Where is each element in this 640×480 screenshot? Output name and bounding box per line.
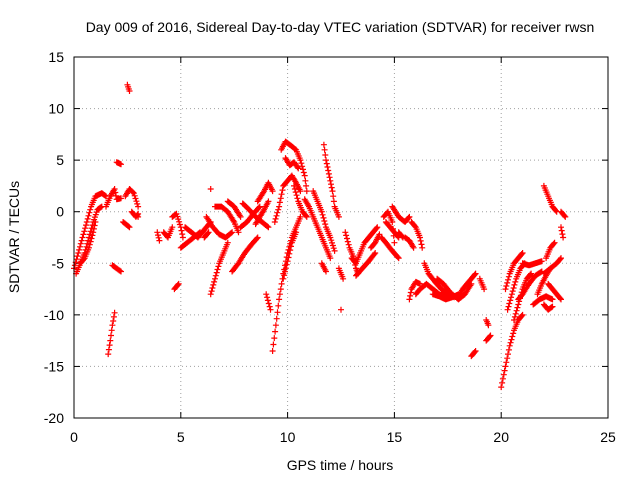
- y-axis-label: SDTVAR / TECUs: [6, 181, 22, 293]
- axis-ticks: [73, 56, 609, 419]
- sdtvar-markers: [71, 81, 569, 391]
- y-tick-label: 0: [56, 204, 64, 220]
- grid-lines: [74, 57, 608, 418]
- tick-labels: 0 5 10 15 20 25 -20 -15 -10 -5 0 5 10 15: [44, 49, 616, 445]
- chart-title: Day 009 of 2016, Sidereal Day-to-day VTE…: [86, 19, 595, 35]
- y-tick-label: -10: [44, 307, 64, 323]
- plot-frame: [73, 56, 609, 419]
- x-tick-label: 20: [493, 429, 509, 445]
- x-tick-label: 15: [387, 429, 403, 445]
- x-tick-label: 10: [280, 429, 296, 445]
- y-tick-label: 15: [48, 49, 64, 65]
- y-tick-label: -5: [52, 255, 65, 271]
- y-tick-label: -15: [44, 358, 64, 374]
- y-tick-label: -20: [44, 410, 64, 426]
- x-tick-label: 0: [70, 429, 78, 445]
- x-axis-label: GPS time / hours: [287, 457, 394, 473]
- data-points: [71, 81, 569, 391]
- x-tick-label: 25: [600, 429, 616, 445]
- y-tick-label: 10: [48, 101, 64, 117]
- x-tick-label: 5: [177, 429, 185, 445]
- y-tick-label: 5: [56, 152, 64, 168]
